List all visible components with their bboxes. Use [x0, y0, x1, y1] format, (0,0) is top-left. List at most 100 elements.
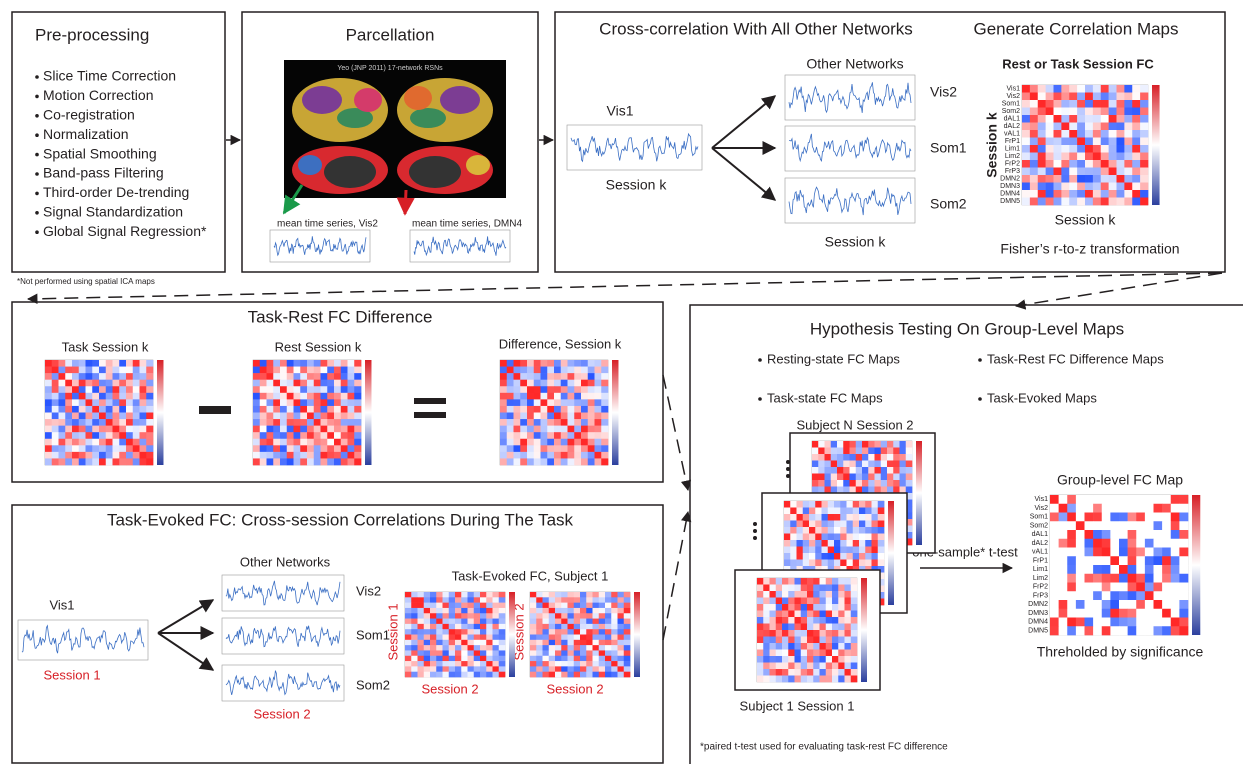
heatmap-cell: [126, 432, 133, 439]
heatmap-cell: [859, 521, 866, 528]
heatmap-cell: [568, 413, 575, 420]
heatmap-cell: [287, 439, 294, 446]
heatmap-cell: [1109, 190, 1117, 198]
heatmap-cell: [1093, 513, 1102, 522]
heatmap-cell: [405, 597, 412, 603]
heatmap-cell: [92, 367, 99, 374]
heatmap-cell: [1085, 626, 1094, 635]
heatmap-cell: [568, 608, 575, 614]
heatmap-cell: [527, 426, 534, 433]
heatmap-cell: [580, 640, 587, 646]
heatmap-cell: [468, 645, 475, 651]
heatmap-cell: [1102, 609, 1111, 618]
heatmap-cell: [770, 591, 777, 598]
heatmap-cell: [788, 598, 795, 605]
heatmap-cell: [581, 419, 588, 426]
heatmap-cell: [424, 629, 431, 635]
heatmap-cell: [803, 540, 810, 547]
heatmap-cell: [580, 603, 587, 609]
heatmap-cell: [547, 445, 554, 452]
heatmap-cell: [763, 676, 770, 683]
heatmap-cell: [1109, 145, 1117, 153]
heatmap-cell: [568, 656, 575, 662]
heatmap-cell: [486, 624, 493, 630]
heatmap-cell: [574, 393, 581, 400]
row-label: DMN2: [1028, 601, 1048, 608]
heatmap-cell: [253, 360, 260, 367]
heatmap-cell: [801, 591, 808, 598]
heatmap-cell: [1128, 556, 1137, 565]
heatmap-cell: [1054, 93, 1062, 101]
heatmap-cell: [832, 585, 839, 592]
heatmap-cell: [828, 547, 835, 554]
heatmap-cell: [599, 597, 606, 603]
heatmap-cell: [801, 604, 808, 611]
network-label: Som1: [930, 140, 967, 156]
arrow: [405, 190, 406, 214]
heatmap-cell: [1077, 183, 1085, 191]
heatmap-cell: [803, 560, 810, 567]
heatmap-cell: [624, 624, 631, 630]
colorbar: [634, 592, 640, 677]
heatmap-cell: [418, 661, 425, 667]
heatmap-cell: [520, 393, 527, 400]
panel-title: Hypothesis Testing On Group-Level Maps: [810, 319, 1124, 338]
heatmap-cell: [1077, 160, 1085, 168]
heatmap-cell: [801, 669, 808, 676]
heatmap-cell: [327, 373, 334, 380]
heatmap-cell: [307, 399, 314, 406]
heatmap-cell: [307, 360, 314, 367]
row-label: Som1: [1002, 101, 1020, 108]
step: Global Signal Regression*: [43, 223, 207, 239]
colorbar: [1152, 85, 1160, 205]
heatmap-cell: [280, 458, 287, 465]
heatmap-cell: [1128, 609, 1137, 618]
heatmap-cell: [1171, 530, 1180, 539]
heatmap-cell: [847, 521, 854, 528]
heatmap-cell: [461, 672, 468, 678]
heatmap-cell: [847, 560, 854, 567]
heatmap-cell: [405, 592, 412, 598]
heatmap-cell: [547, 386, 554, 393]
heatmap-cell: [119, 367, 126, 374]
heatmap-cell: [300, 426, 307, 433]
heatmap-cell: [294, 419, 301, 426]
heatmap-cell: [52, 419, 59, 426]
heatmap-cell: [99, 367, 106, 374]
heatmap-cell: [593, 629, 600, 635]
heatmap-cell: [92, 360, 99, 367]
heatmap-cell: [436, 597, 443, 603]
heatmap-cell: [801, 611, 808, 618]
heatmap-cell: [1101, 190, 1109, 198]
heatmap-cell: [776, 624, 783, 631]
heatmap-cell: [294, 373, 301, 380]
heatmap-cell: [1069, 93, 1077, 101]
heatmap-cell: [455, 672, 462, 678]
heatmap-cell: [595, 360, 602, 367]
heatmap-cell: [449, 619, 456, 625]
heatmap-cell: [1136, 504, 1145, 513]
heatmap-cell: [595, 373, 602, 380]
heatmap-cell: [543, 672, 550, 678]
heatmap-cell: [520, 367, 527, 374]
heatmap-cell: [86, 373, 93, 380]
heatmap-cell: [1154, 618, 1163, 627]
heatmap-cell: [847, 540, 854, 547]
heatmap-cell: [826, 637, 833, 644]
step: Signal Standardization: [43, 204, 183, 220]
panel-title: Cross-correlation With All Other Network…: [599, 19, 913, 38]
heatmap-cell: [588, 426, 595, 433]
heatmap-cell: [832, 656, 839, 663]
heatmap-cell: [1085, 183, 1093, 191]
heatmap-cell: [86, 406, 93, 413]
heatmap-cell: [568, 635, 575, 641]
heatmap-cell: [1030, 160, 1038, 168]
heatmap-cell: [784, 560, 791, 567]
heatmap-cell: [300, 386, 307, 393]
heatmap-cell: [813, 669, 820, 676]
heatmap-cell: [260, 413, 267, 420]
heatmap-cell: [822, 560, 829, 567]
heatmap-cell: [59, 406, 66, 413]
heatmap-cell: [574, 360, 581, 367]
heatmap-cell: [486, 592, 493, 598]
